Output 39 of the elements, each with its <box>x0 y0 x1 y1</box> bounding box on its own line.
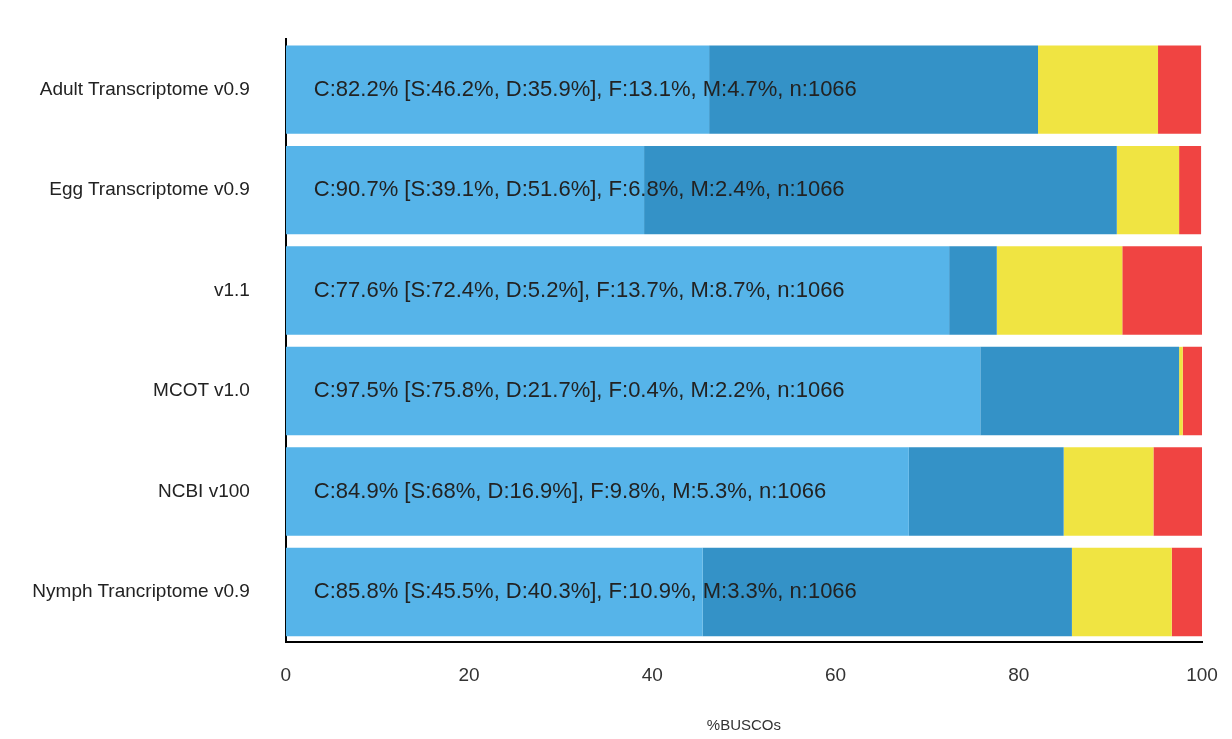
x-tick-label: 40 <box>641 663 663 685</box>
bar <box>1038 45 1159 134</box>
x-tick-label: 60 <box>824 663 847 685</box>
bar <box>1179 145 1202 235</box>
bar <box>1182 346 1202 436</box>
x-tick-label: 100 <box>1186 663 1218 685</box>
y-tick-label: Egg Transcriptome v0.9 <box>49 178 250 200</box>
annotation: C:77.6% [S:72.4%, D:5.2%], F:13.7%, M:8.7%, n:1066 <box>313 276 845 302</box>
y-tick-label: Nymph Trancriptome v0.9 <box>32 580 250 602</box>
x-tick-label: 80 <box>1008 663 1030 685</box>
y-tick-label: v1.1 <box>213 278 250 300</box>
bar <box>285 447 909 536</box>
bar <box>1122 246 1202 335</box>
annotation: C:82.2% [S:46.2%, D:35.9%], F:13.1%, M:4.7%, n:1066 <box>313 75 857 101</box>
bar <box>1153 447 1202 536</box>
bar <box>949 246 997 335</box>
bar <box>1158 45 1202 134</box>
annotation: C:84.9% [S:68%, D:16.9%], F:9.8%, M:5.3%, n:1066 <box>313 477 827 503</box>
bar <box>285 246 950 335</box>
bar <box>702 547 1072 637</box>
y-tick-label: MCOT v1.0 <box>153 379 250 401</box>
bar <box>980 346 1180 436</box>
bar <box>996 246 1123 335</box>
bar <box>1071 547 1172 637</box>
bar <box>1171 547 1202 637</box>
y-tick-label: Adult Transcriptome v0.9 <box>39 77 250 99</box>
y-tick-label: NCBI v100 <box>157 479 250 501</box>
bar <box>1116 145 1180 235</box>
x-tick-label: 20 <box>458 663 480 685</box>
bar <box>285 346 981 436</box>
x-tick-label: 0 <box>280 663 292 685</box>
annotation: C:85.8% [S:45.5%, D:40.3%], F:10.9%, M:3.3%, n:1066 <box>313 578 857 604</box>
x-axis-title: %BUSCOs <box>706 716 782 734</box>
annotation: C:90.7% [S:39.1%, D:51.6%], F:6.8%, M:2.4%, n:1066 <box>313 176 845 202</box>
bar <box>908 447 1064 536</box>
bar <box>285 547 703 637</box>
bar <box>1179 346 1183 436</box>
annotation: C:97.5% [S:75.8%, D:21.7%], F:0.4%, M:2.2%, n:1066 <box>313 377 845 403</box>
bar <box>1063 447 1154 536</box>
